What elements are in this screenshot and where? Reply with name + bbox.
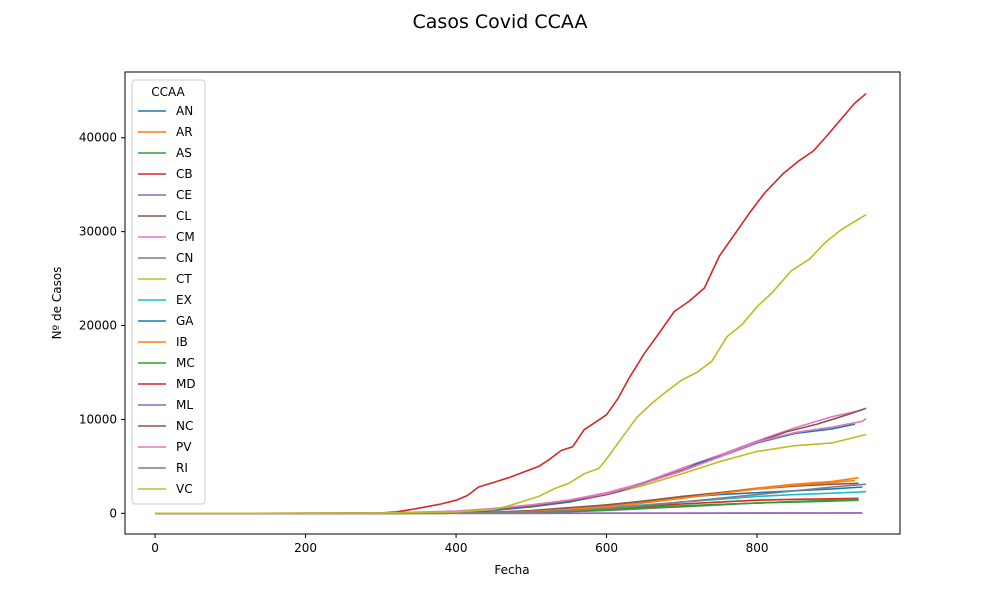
y-tick-label: 10000 — [79, 412, 117, 426]
series-line-cm — [155, 410, 862, 513]
legend-label-as: AS — [176, 146, 192, 160]
plot-frame — [125, 72, 900, 534]
legend-label-cb: CB — [176, 167, 193, 181]
y-tick-label: 30000 — [79, 225, 117, 239]
x-axis-title: Fecha — [494, 563, 529, 577]
legend-label-ml: ML — [176, 398, 193, 412]
legend-label-ex: EX — [176, 293, 192, 307]
series-line-vc — [155, 215, 866, 514]
legend-label-ri: RI — [176, 461, 188, 475]
x-tick-label: 600 — [595, 541, 618, 555]
legend-box — [132, 80, 205, 504]
legend-label-mc: MC — [176, 356, 195, 370]
legend-label-pv: PV — [176, 440, 192, 454]
x-tick-label: 200 — [294, 541, 317, 555]
legend-label-ct: CT — [176, 272, 192, 286]
series-line-nc — [155, 408, 866, 513]
y-tick-label: 0 — [109, 506, 117, 520]
legend-label-md: MD — [176, 377, 196, 391]
x-tick-label: 800 — [746, 541, 769, 555]
legend-label-cl: CL — [176, 209, 191, 223]
legend: CCAA AN AR AS CB CE CL CM CN CT EX GA IB MC MD ML NC PV R… — [132, 80, 205, 504]
y-tick-label: 20000 — [79, 319, 117, 333]
y-axis: 0 10000 20000 30000 40000 — [79, 131, 125, 521]
y-axis-title: Nº de Casos — [50, 267, 64, 340]
legend-title: CCAA — [151, 85, 185, 99]
chart-title: Casos Covid CCAA — [413, 11, 588, 33]
x-tick-label: 400 — [445, 541, 468, 555]
x-axis: 0 200 400 600 800 — [151, 534, 768, 555]
legend-label-an: AN — [176, 104, 193, 118]
legend-label-ce: CE — [176, 188, 192, 202]
series-lines — [155, 94, 866, 514]
legend-label-ib: IB — [176, 335, 188, 349]
x-tick-label: 0 — [151, 541, 159, 555]
legend-label-ga: GA — [176, 314, 194, 328]
series-line-pv — [155, 419, 866, 514]
legend-label-vc: VC — [176, 482, 193, 496]
y-tick-label: 40000 — [79, 131, 117, 145]
legend-label-nc: NC — [176, 419, 193, 433]
legend-label-cm: CM — [176, 230, 195, 244]
series-line-ct — [155, 435, 866, 514]
legend-label-ar: AR — [176, 125, 193, 139]
legend-label-cn: CN — [176, 251, 193, 265]
